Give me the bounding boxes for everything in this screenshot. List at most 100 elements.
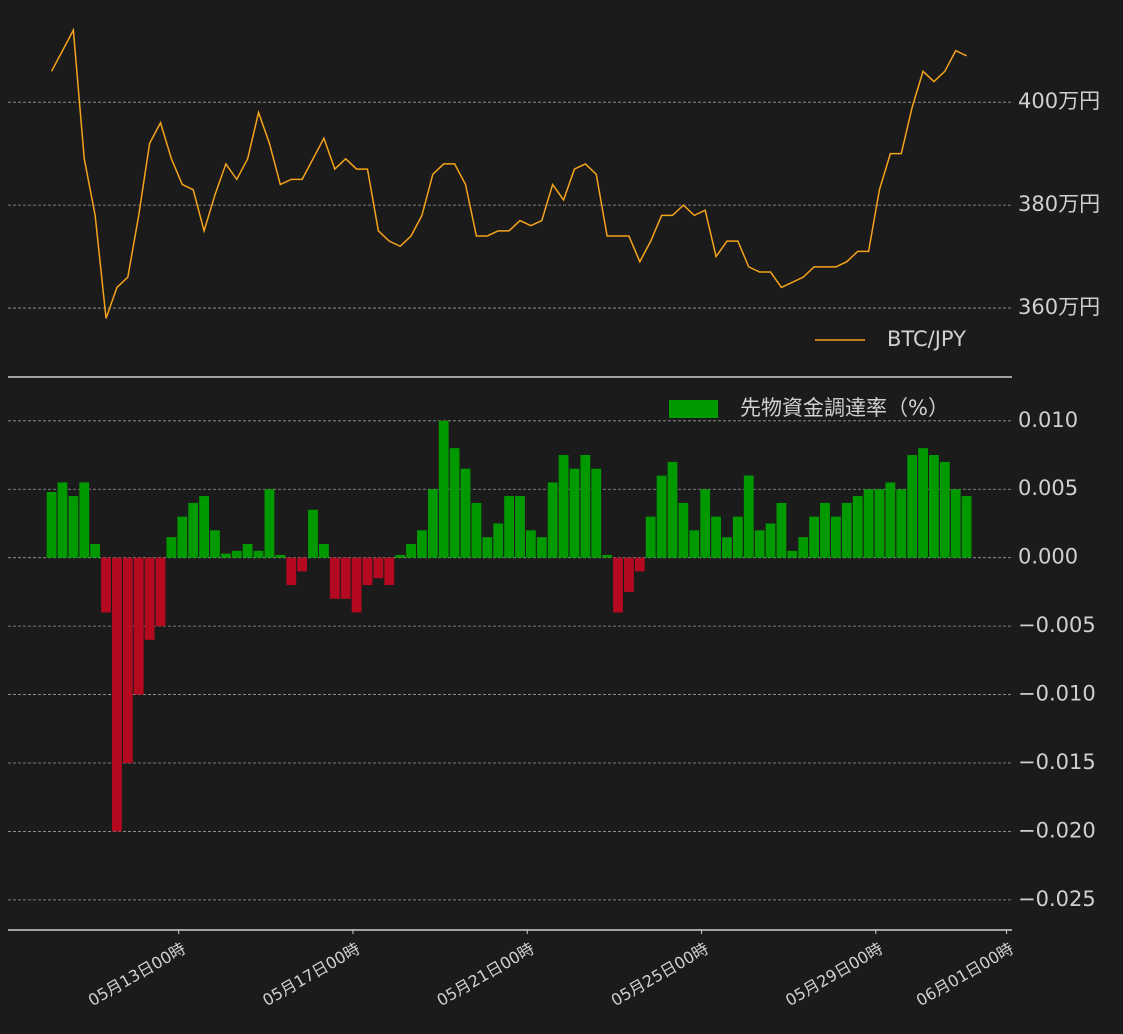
- bar: [896, 489, 907, 558]
- bar: [351, 557, 362, 613]
- price-line: [50, 27, 967, 319]
- bar: [809, 516, 820, 558]
- bar: [319, 543, 329, 558]
- bar: [885, 482, 896, 558]
- bar: [79, 482, 90, 558]
- bar: [634, 557, 645, 572]
- bar: [188, 502, 199, 558]
- bar: [929, 455, 939, 558]
- bar: [220, 553, 231, 558]
- bar: [133, 557, 144, 695]
- bar: [678, 502, 689, 558]
- bar: [112, 557, 122, 832]
- bar: [438, 420, 449, 558]
- bar: [863, 489, 874, 558]
- y-tick-label: −0.025: [1018, 887, 1096, 911]
- y-tick-label: −0.015: [1018, 750, 1096, 774]
- legend-swatch: [669, 400, 718, 418]
- bar: [547, 482, 558, 558]
- bar: [504, 496, 514, 558]
- bar: [569, 468, 580, 558]
- bar: [46, 491, 57, 558]
- bar: [841, 502, 852, 558]
- bar: [264, 489, 275, 558]
- bar: [362, 557, 373, 586]
- bar: [907, 455, 918, 558]
- legend-label: 先物資金調達率（%）: [740, 396, 949, 420]
- bar: [275, 554, 286, 558]
- bar: [798, 537, 809, 558]
- bar: [525, 530, 536, 558]
- bar: [231, 550, 242, 558]
- bar: [722, 537, 732, 558]
- bar: [754, 530, 765, 558]
- bar: [776, 502, 787, 558]
- bar: [852, 496, 863, 558]
- bar: [787, 550, 798, 558]
- bar: [286, 557, 297, 586]
- bar: [199, 496, 209, 558]
- y-tick-label: 0.005: [1018, 476, 1078, 500]
- y-tick-label: 0.000: [1018, 545, 1078, 569]
- bar: [166, 537, 177, 558]
- bar: [68, 496, 79, 558]
- legend-label: BTC/JPY: [887, 327, 966, 351]
- bar: [384, 557, 395, 586]
- bar: [536, 537, 547, 558]
- bar: [329, 557, 340, 599]
- bar: [558, 455, 569, 558]
- bar: [471, 502, 482, 558]
- bar: [613, 557, 623, 613]
- bar: [939, 461, 950, 558]
- bar: [689, 530, 700, 558]
- y-tick-label: 0.010: [1018, 408, 1078, 432]
- bar: [122, 557, 133, 764]
- bar: [950, 489, 961, 558]
- bar: [395, 554, 406, 558]
- bar: [645, 516, 656, 558]
- bar: [242, 543, 253, 558]
- bar: [406, 543, 416, 558]
- bar: [830, 516, 841, 558]
- bar: [308, 509, 318, 558]
- bar: [874, 489, 885, 558]
- bar: [656, 475, 667, 558]
- bar: [732, 516, 743, 558]
- y-tick-label: −0.020: [1018, 818, 1096, 842]
- y-tick-label: 360万円: [1018, 295, 1100, 319]
- bar: [743, 475, 754, 558]
- bar: [253, 550, 264, 558]
- bar: [765, 523, 776, 558]
- bar: [591, 468, 602, 558]
- bar: [210, 530, 220, 558]
- bar: [297, 557, 308, 572]
- bar: [493, 523, 504, 558]
- bar: [460, 468, 471, 558]
- bar: [373, 557, 384, 579]
- y-tick-label: 400万円: [1018, 89, 1100, 113]
- bar: [700, 489, 711, 558]
- bar: [144, 557, 155, 640]
- bar: [340, 557, 351, 599]
- bar: [602, 554, 613, 558]
- bar: [90, 543, 101, 558]
- bar: [482, 537, 493, 558]
- bar: [961, 496, 972, 558]
- y-tick-label: −0.010: [1018, 682, 1096, 706]
- bar: [580, 455, 591, 558]
- bar: [155, 557, 166, 627]
- bar: [711, 516, 721, 558]
- bar: [918, 448, 928, 558]
- y-tick-label: 380万円: [1018, 192, 1100, 216]
- bar: [667, 461, 678, 558]
- bar: [427, 489, 438, 558]
- bar: [820, 502, 830, 558]
- bar: [57, 482, 68, 558]
- bar: [177, 516, 188, 558]
- bar: [101, 557, 111, 613]
- bar: [417, 530, 427, 558]
- y-tick-label: −0.005: [1018, 613, 1096, 637]
- bar: [624, 557, 634, 592]
- bar: [449, 448, 460, 558]
